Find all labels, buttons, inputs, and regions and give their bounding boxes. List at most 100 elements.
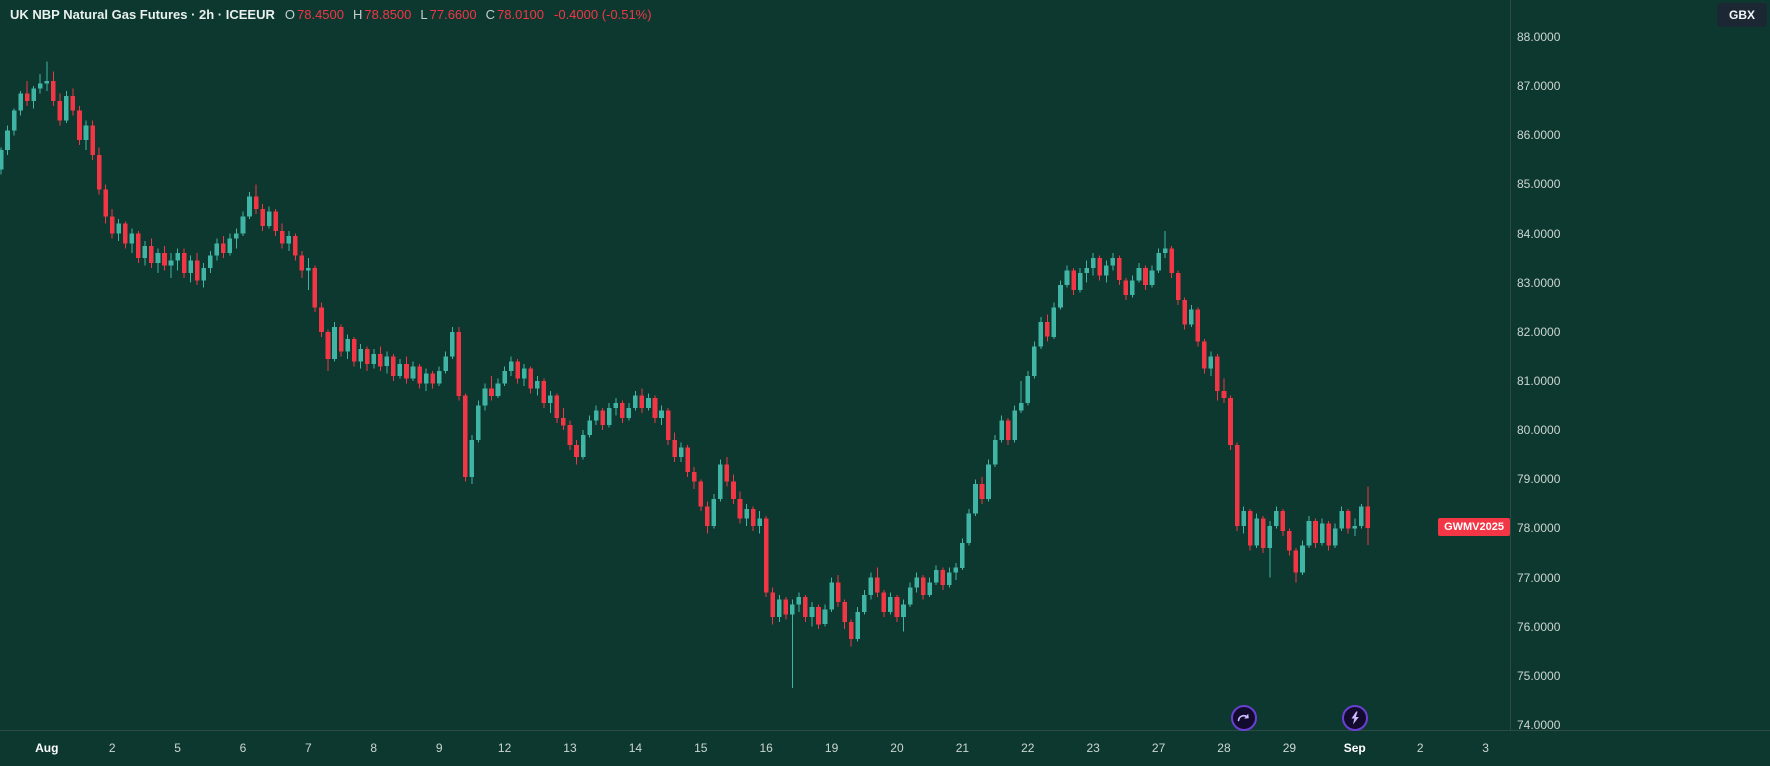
- time-tick-label: 29: [1282, 741, 1297, 755]
- candle-body: [489, 388, 494, 396]
- candle-body: [397, 363, 403, 377]
- candle-body: [953, 567, 959, 573]
- candle-body: [613, 403, 619, 408]
- candle-body: [345, 339, 350, 352]
- candle-body: [266, 211, 272, 227]
- candle-body: [606, 408, 612, 426]
- candle-body: [378, 354, 383, 367]
- price-scale[interactable]: 88.0000 87.0000 86.0000 85.0000 84.0000 83.00…: [1510, 0, 1770, 766]
- candle-body: [1234, 444, 1240, 526]
- candle-body: [391, 356, 396, 377]
- candle-body: [992, 440, 998, 465]
- candle-body: [1365, 506, 1371, 528]
- candle-body: [777, 599, 782, 617]
- candle-body: [358, 349, 363, 362]
- candle-body: [901, 604, 906, 617]
- candle-body: [1071, 270, 1076, 291]
- candle-body: [253, 196, 259, 209]
- candle-body: [423, 373, 429, 384]
- candle-body: [1195, 309, 1201, 342]
- candle-body: [404, 363, 409, 379]
- candle-body: [364, 349, 370, 364]
- candle-body: [1005, 420, 1011, 440]
- candle-body: [790, 604, 795, 615]
- time-tick-label: 14: [628, 741, 643, 755]
- candle-body: [1051, 307, 1057, 337]
- candle-body: [521, 368, 527, 379]
- candle-body: [685, 447, 690, 472]
- candle-body: [293, 236, 298, 256]
- jump-arrow-icon-marker[interactable]: [1230, 705, 1257, 731]
- candle-body: [1149, 270, 1155, 286]
- candle-body: [1156, 253, 1161, 271]
- candle-body: [672, 440, 677, 458]
- time-tick-label: 2: [1416, 741, 1424, 755]
- candle-body: [31, 88, 36, 101]
- time-tick-label: 13: [563, 741, 577, 755]
- candle-body: [770, 592, 775, 617]
- candle-body: [1097, 258, 1102, 276]
- candle-body: [417, 366, 422, 384]
- candle-body: [116, 223, 121, 234]
- candle-body: [822, 609, 828, 625]
- time-tick-label: 12: [497, 741, 512, 755]
- candle-body: [1032, 346, 1037, 377]
- candle-body: [678, 447, 684, 458]
- time-tick-label: 16: [759, 741, 773, 755]
- candle-body: [482, 388, 488, 406]
- candle-body: [888, 597, 893, 612]
- candle-body: [5, 130, 10, 151]
- candle-body: [1339, 511, 1344, 529]
- candle-body: [633, 395, 638, 408]
- lightning-icon: [1351, 711, 1359, 725]
- price-tick-label: 80.0000: [1517, 423, 1561, 438]
- candle-body: [1123, 280, 1129, 295]
- candle-body: [698, 481, 704, 507]
- candle-body: [70, 96, 76, 111]
- chart-legend: UK NBP Natural Gas Futures · 2h · ICEEUR…: [10, 7, 652, 22]
- lightning-icon-marker[interactable]: [1341, 705, 1368, 731]
- candle-body: [51, 81, 56, 101]
- candle-body: [626, 408, 632, 418]
- price-tick-label: 74.0000: [1517, 718, 1561, 732]
- candle-body: [1202, 341, 1207, 369]
- candle-body: [18, 93, 23, 111]
- candle-body: [1287, 530, 1292, 551]
- candle-body: [64, 96, 69, 121]
- candle-body: [1104, 265, 1109, 276]
- currency-button[interactable]: GBX: [1716, 3, 1767, 27]
- candle-body: [1077, 272, 1083, 291]
- candle-body: [737, 498, 743, 519]
- candle-body: [1175, 272, 1181, 300]
- candle-body: [142, 245, 148, 259]
- candle-body: [1319, 523, 1325, 544]
- candle-body: [325, 331, 331, 359]
- candle-body: [1306, 521, 1312, 546]
- price-tick-label: 83.0000: [1517, 275, 1561, 290]
- time-tick-label: 9: [435, 741, 443, 755]
- candle-body: [842, 602, 847, 622]
- time-tick-label: 8: [370, 741, 378, 755]
- price-tick-label: 77.0000: [1517, 570, 1561, 585]
- candle-body: [90, 125, 95, 155]
- candle-body: [312, 268, 318, 308]
- candle-body: [123, 223, 128, 244]
- candle-body: [1018, 403, 1024, 411]
- candle-body: [96, 154, 102, 190]
- time-scale[interactable]: Aug 2 5 6 7 8 9 12 13 14 15 16 19 20 21 22 23 27 28 29 Sep 2 3: [0, 730, 1770, 766]
- candle-body: [221, 243, 226, 254]
- time-tick-label: 21: [955, 741, 970, 755]
- candle-body: [548, 395, 553, 404]
- candle-body: [57, 100, 63, 121]
- symbol-title[interactable]: UK NBP Natural Gas Futures · 2h · ICEEUR: [10, 7, 275, 22]
- time-tick-label: 28: [1217, 741, 1231, 755]
- candle-body: [763, 518, 769, 593]
- candle-body: [868, 577, 874, 595]
- time-tick-label: 15: [694, 741, 708, 755]
- candle-body: [600, 410, 605, 426]
- time-tick-label: 7: [305, 741, 312, 755]
- candle-body: [966, 513, 972, 544]
- low-value: 77.6600: [429, 7, 477, 22]
- candlestick-chart[interactable]: [0, 0, 1510, 730]
- candle-body: [665, 410, 671, 440]
